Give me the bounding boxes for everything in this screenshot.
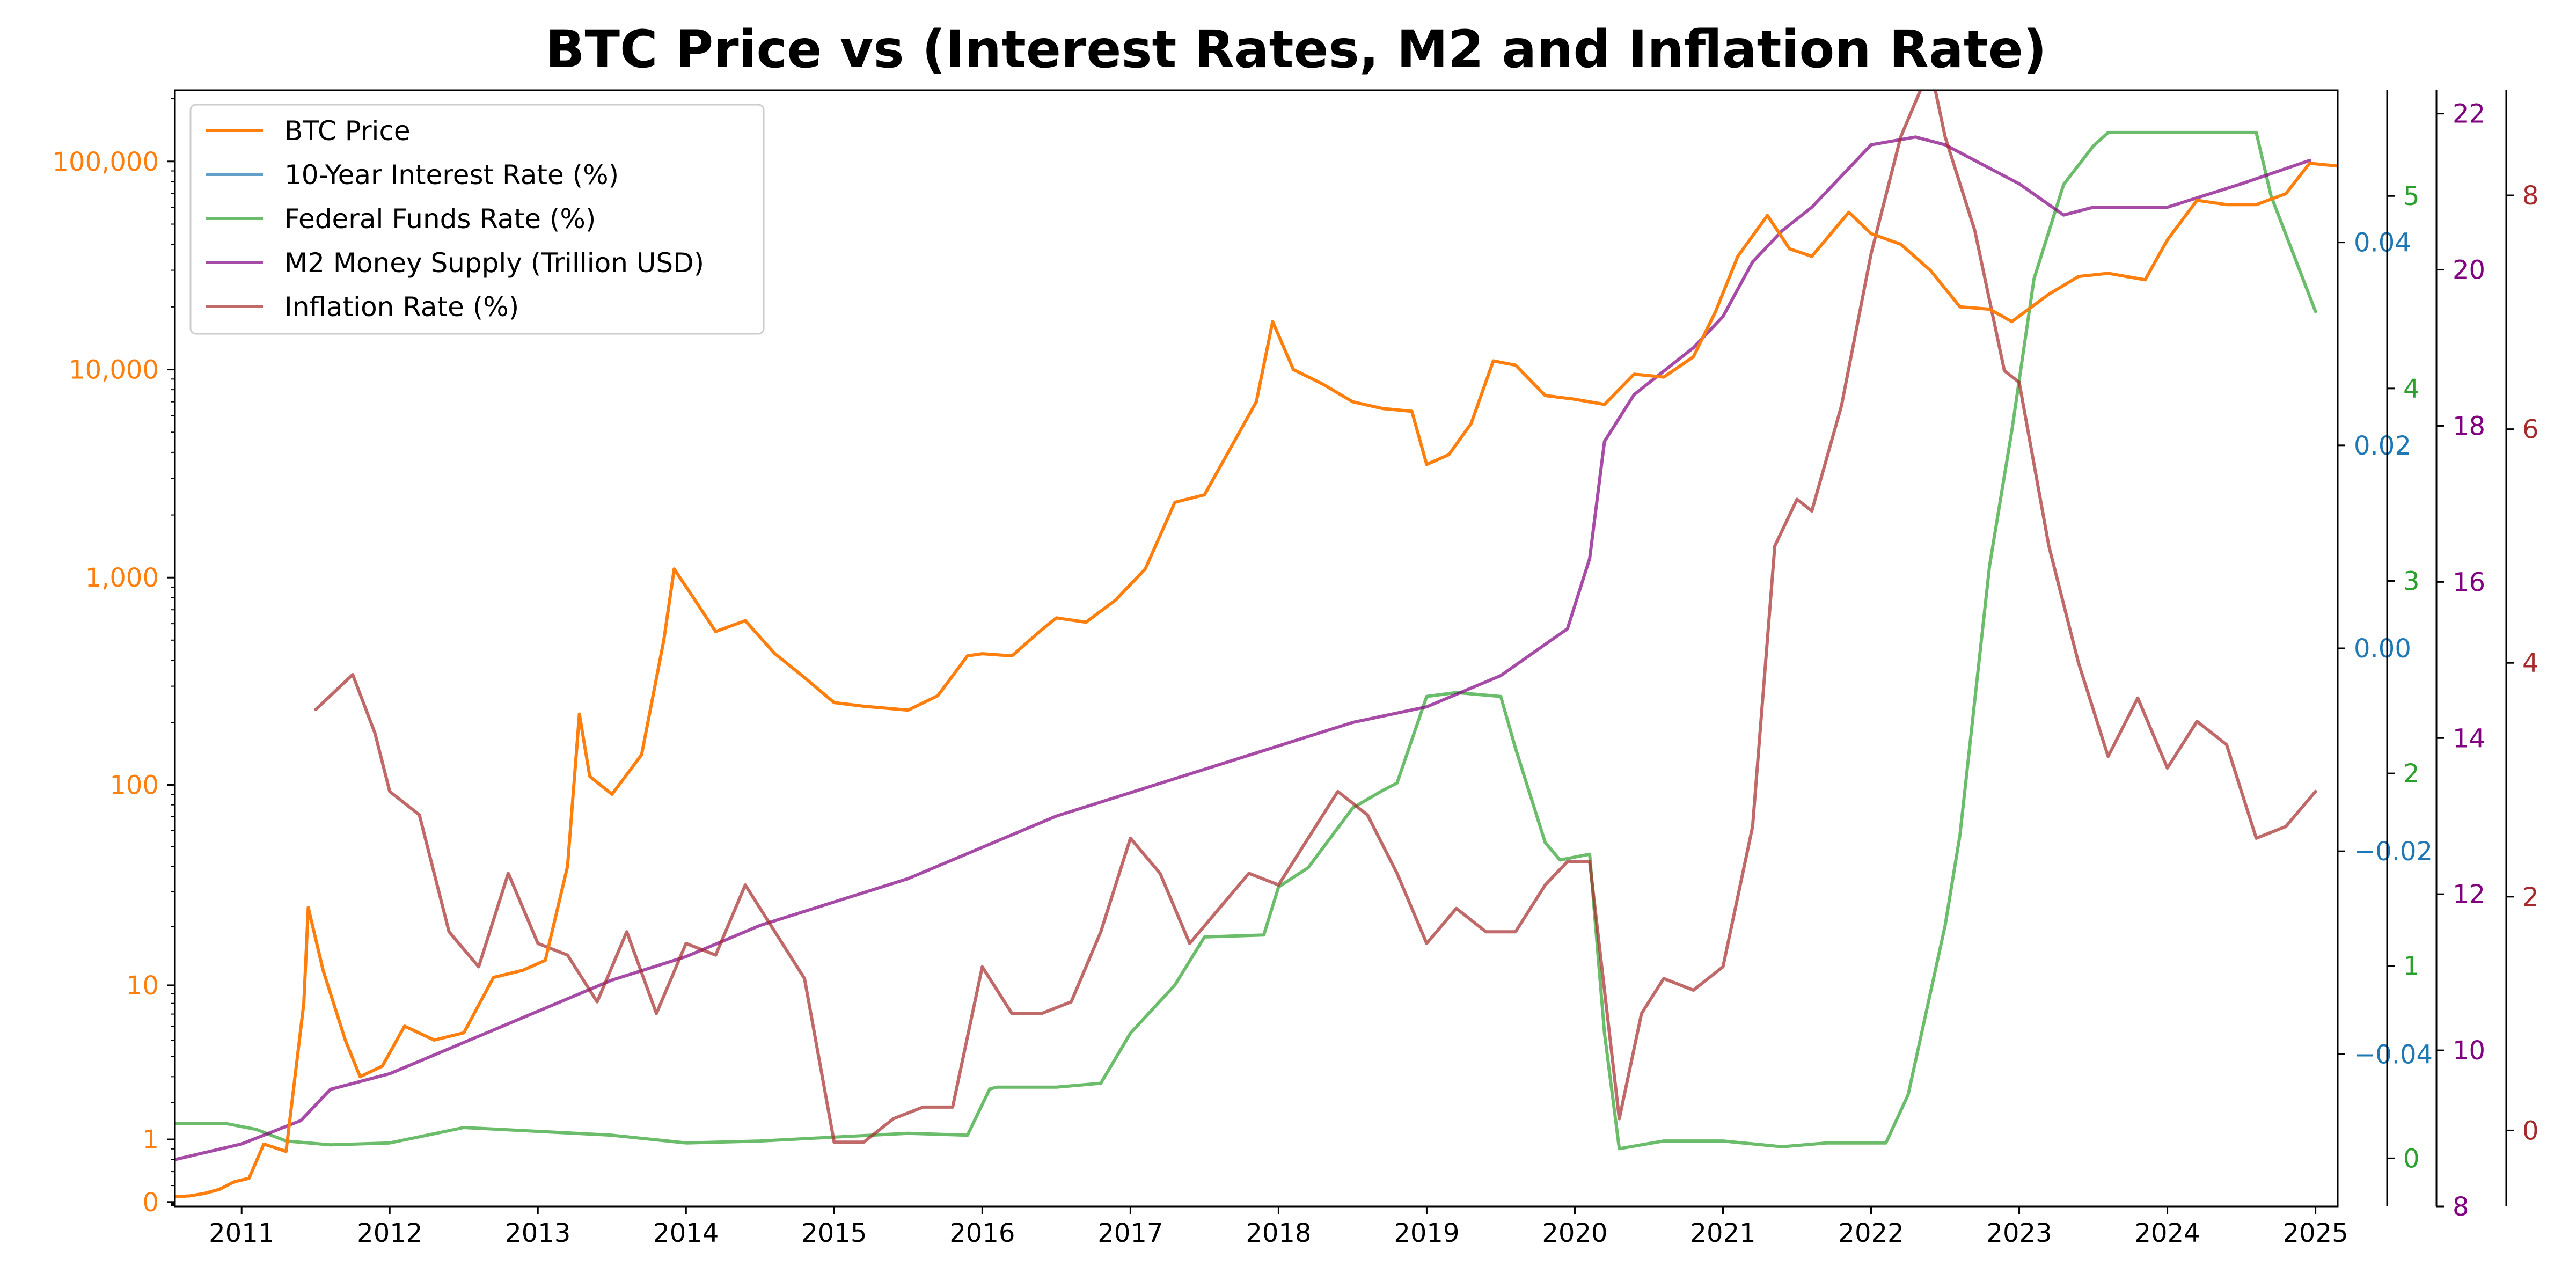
btc-axis-tick-label: 1,000 — [85, 563, 159, 593]
series-layer — [175, 90, 2338, 1198]
x-tick-label: 2014 — [653, 1218, 719, 1248]
ten_year-axis-tick-label: −0.04 — [2354, 1040, 2433, 1070]
fed_funds-axis-tick-label: 0 — [2403, 1144, 2420, 1174]
m2-axis-tick-label: 18 — [2453, 411, 2485, 441]
inflation-axis-tick-label: 8 — [2522, 181, 2539, 211]
inflation-axis-tick-label: 4 — [2522, 648, 2539, 678]
legend-label: BTC Price — [284, 115, 411, 147]
x-tick-label: 2016 — [949, 1218, 1015, 1248]
x-tick-label: 2019 — [1394, 1218, 1459, 1248]
ten_year-axis-tick-label: 0.00 — [2354, 634, 2411, 664]
x-tick-label: 2013 — [505, 1218, 570, 1248]
m2-axis-tick-label: 14 — [2453, 723, 2485, 753]
ten_year-axis-tick-label: 0.02 — [2354, 431, 2411, 461]
series-line-m2 — [175, 135, 2311, 1161]
legend-label: Federal Funds Rate (%) — [284, 203, 596, 235]
fed_funds-axis-tick-label: 3 — [2403, 566, 2420, 596]
x-tick-label: 2017 — [1097, 1218, 1163, 1248]
ten_year-axis-tick-label: −0.02 — [2354, 837, 2433, 867]
series-line-inflation — [314, 90, 2317, 1144]
legend: BTC Price 10-Year Interest Rate (%) Federa… — [189, 104, 765, 335]
btc-axis-tick-label: 10 — [126, 971, 159, 1001]
inflation-axis-tick-label: 0 — [2522, 1116, 2539, 1146]
x-tick-label: 2015 — [801, 1218, 867, 1248]
btc-axis-tick-label: 10,000 — [69, 355, 159, 385]
ten_year-axis-tick-label: 0.04 — [2354, 228, 2411, 258]
btc-axis-tick-label: 100 — [109, 771, 159, 801]
chart-title: BTC Price vs (Interest Rates, M2 and Inf… — [545, 19, 2046, 79]
x-tick-label: 2012 — [357, 1218, 422, 1248]
series-line-btc — [175, 162, 2338, 1198]
inflation-axis-tick-label: 2 — [2522, 882, 2539, 912]
m2-axis-tick-label: 20 — [2453, 255, 2485, 286]
x-tick-label: 2021 — [1690, 1218, 1755, 1248]
x-tick-label: 2025 — [2283, 1218, 2348, 1248]
legend-label: M2 Money Supply (Trillion USD) — [284, 247, 704, 279]
fed_funds-axis-tick-label: 1 — [2403, 952, 2420, 982]
fed_funds-axis-tick-label: 5 — [2403, 181, 2420, 211]
inflation-axis-tick-label: 6 — [2522, 415, 2539, 445]
x-tick-label: 2024 — [2134, 1218, 2200, 1248]
series-line-fed_funds — [175, 130, 2317, 1151]
x-tick-label: 2023 — [1986, 1218, 2052, 1248]
m2-axis-tick-label: 22 — [2453, 99, 2485, 129]
btc-axis-tick-label: 100,000 — [53, 147, 159, 177]
axes-layer: 2011 2012 2013 2014 2015 2016 2017 2018 2019 2020… — [53, 90, 2539, 1248]
m2-axis-tick-label: 10 — [2453, 1036, 2485, 1066]
fed_funds-axis-tick-label: 4 — [2403, 374, 2420, 404]
m2-axis-tick-label: 12 — [2453, 880, 2485, 910]
x-tick-label: 2018 — [1246, 1218, 1311, 1248]
x-tick-label: 2020 — [1542, 1218, 1607, 1248]
x-tick-label: 2022 — [1838, 1218, 1904, 1248]
legend-label: Inflation Rate (%) — [284, 291, 519, 323]
fed_funds-axis-tick-label: 2 — [2403, 759, 2420, 789]
legend-box — [189, 104, 765, 335]
x-tick-label: 2011 — [209, 1218, 274, 1248]
legend-label: 10-Year Interest Rate (%) — [284, 159, 619, 191]
btc-axis-tick-label: 0 — [142, 1188, 159, 1218]
m2-axis-tick-label: 16 — [2453, 567, 2485, 597]
btc-axis-tick-label: 1 — [142, 1125, 159, 1155]
m2-axis-tick-label: 8 — [2453, 1192, 2469, 1222]
